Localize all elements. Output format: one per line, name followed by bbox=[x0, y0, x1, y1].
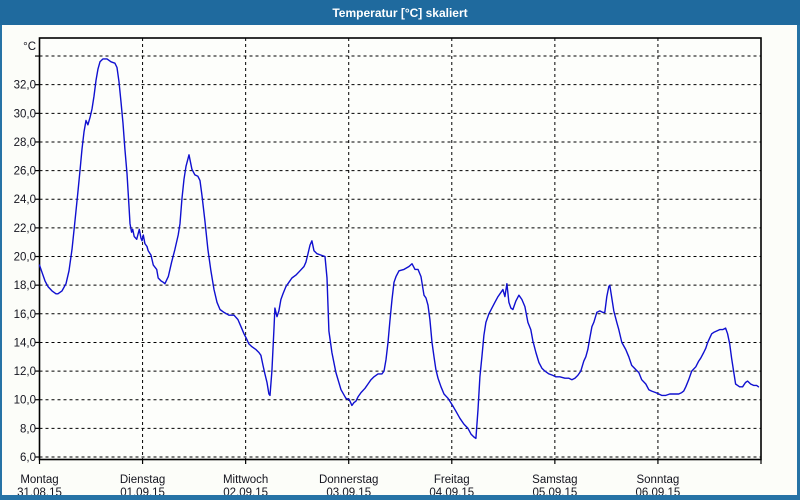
y-tick-label: 32,0 bbox=[14, 80, 36, 92]
y-tick-label: 16,0 bbox=[14, 309, 36, 321]
y-tick-label: 22,0 bbox=[14, 223, 36, 235]
x-weekday-label: Donnerstag bbox=[319, 474, 378, 486]
x-weekday-label: Sonntag bbox=[636, 474, 679, 486]
y-tick-label: 10,0 bbox=[14, 395, 36, 407]
window-border-left bbox=[0, 25, 2, 500]
plot-border bbox=[38, 37, 762, 461]
temperature-chart: °C 32,0 30,0 28,0 26,0 24,0 22,0 20,0 18,0 16,0 14… bbox=[14, 37, 762, 499]
y-axis-unit-label: °C bbox=[23, 41, 36, 53]
x-weekday-label: Samstag bbox=[532, 474, 577, 486]
y-tick-label: 8,0 bbox=[20, 423, 36, 435]
window-title: Temperatur [°C] skaliert bbox=[332, 5, 468, 20]
window-border-bottom bbox=[0, 495, 800, 500]
y-tick-label: 24,0 bbox=[14, 194, 36, 206]
y-tick-label: 26,0 bbox=[14, 166, 36, 178]
x-weekday-label: Freitag bbox=[434, 474, 470, 486]
x-weekday-label: Montag bbox=[20, 474, 58, 486]
y-tick-label: 14,0 bbox=[14, 337, 36, 349]
y-tick-label: 18,0 bbox=[14, 280, 36, 292]
x-weekday-label: Dienstag bbox=[120, 474, 165, 486]
y-tick-label: 12,0 bbox=[14, 366, 36, 378]
y-tick-label: 6,0 bbox=[20, 452, 36, 464]
temperature-series-line bbox=[38, 58, 760, 440]
y-tick-label: 30,0 bbox=[14, 108, 36, 120]
x-weekday-label: Mittwoch bbox=[223, 474, 268, 486]
window-title-bar[interactable]: Temperatur [°C] skaliert bbox=[0, 0, 800, 25]
y-tick-label: 28,0 bbox=[14, 137, 36, 149]
window-border-right bbox=[797, 25, 800, 500]
y-tick-label: 20,0 bbox=[14, 252, 36, 264]
